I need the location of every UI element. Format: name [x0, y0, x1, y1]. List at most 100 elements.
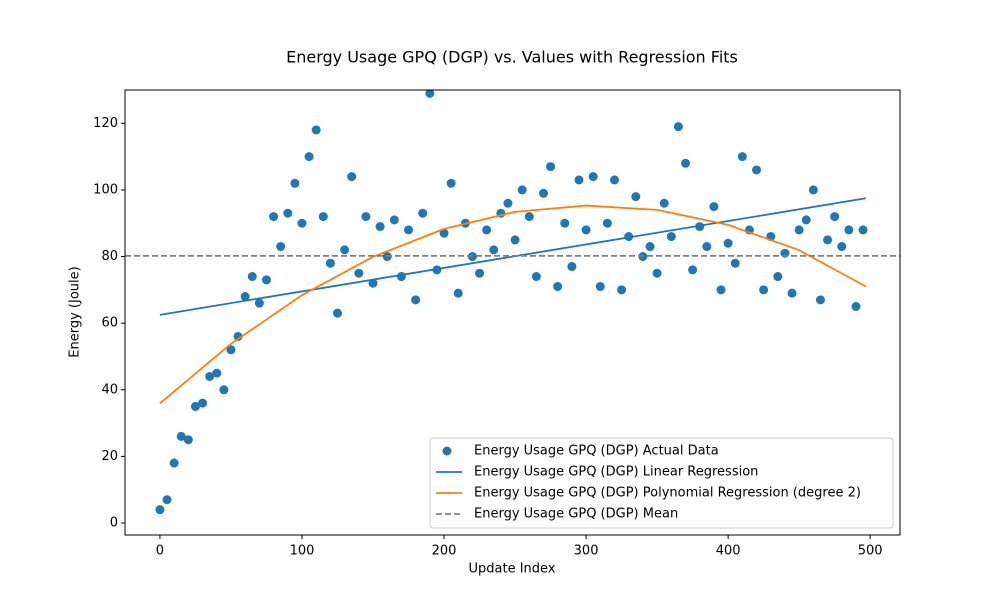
data-point [340, 245, 350, 255]
data-point [247, 272, 257, 282]
x-axis-label: Update Index [468, 562, 555, 577]
data-point [198, 398, 208, 408]
data-point [361, 212, 371, 222]
data-point [595, 282, 605, 292]
y-tick-label: 20 [101, 449, 118, 464]
data-point [205, 371, 215, 381]
data-point [808, 185, 818, 195]
data-point [787, 288, 797, 298]
data-point [723, 238, 733, 248]
data-point [759, 285, 769, 295]
data-point [375, 222, 385, 232]
x-tick-label: 0 [156, 544, 164, 559]
data-point [517, 185, 527, 195]
data-point [311, 125, 321, 135]
data-point [546, 162, 556, 172]
data-point [588, 172, 598, 182]
data-point [858, 225, 868, 235]
data-point [155, 505, 165, 515]
data-point [581, 225, 591, 235]
data-point [368, 278, 378, 288]
data-point [510, 235, 520, 245]
data-point [489, 245, 499, 255]
axes-frame [124, 89, 901, 536]
data-point [531, 272, 541, 282]
data-point [851, 302, 861, 312]
data-point [176, 431, 186, 441]
data-point [297, 218, 307, 228]
data-point [773, 272, 783, 282]
data-point [503, 198, 513, 208]
data-point [737, 152, 747, 162]
data-point [219, 385, 229, 395]
regression-line [159, 204, 867, 405]
data-point [162, 495, 172, 505]
data-point [652, 268, 662, 278]
data-point [404, 225, 414, 235]
data-point [801, 215, 811, 225]
data-point [418, 208, 428, 218]
legend-label: Energy Usage GPQ (DGP) Mean [474, 507, 678, 522]
data-point [482, 225, 492, 235]
data-point [681, 158, 691, 168]
data-point [439, 228, 449, 238]
data-point [524, 212, 534, 222]
data-point [609, 175, 619, 185]
y-axis-label: Energy (Joule) [68, 266, 83, 357]
data-point [702, 242, 712, 252]
data-point [830, 212, 840, 222]
data-point [730, 258, 740, 268]
data-point [212, 368, 222, 378]
data-point [844, 225, 854, 235]
data-point [396, 272, 406, 282]
y-tick-label: 0 [110, 516, 118, 531]
data-point [752, 165, 762, 175]
data-point [347, 172, 357, 182]
data-point [709, 202, 719, 212]
data-point [354, 268, 364, 278]
data-point [602, 218, 612, 228]
data-point [318, 212, 328, 222]
data-point [226, 345, 236, 355]
data-point [560, 218, 570, 228]
data-point [425, 90, 435, 98]
data-point [815, 295, 825, 305]
data-point [269, 212, 279, 222]
data-point [553, 282, 563, 292]
legend-marker [442, 446, 452, 456]
y-tick-label: 120 [93, 116, 118, 131]
data-point [446, 178, 456, 188]
data-point [688, 265, 698, 275]
data-point [261, 275, 271, 285]
data-point [325, 258, 335, 268]
legend-label: Energy Usage GPQ (DGP) Linear Regression [474, 465, 758, 480]
data-point [794, 225, 804, 235]
data-point [617, 285, 627, 295]
x-tick-label: 200 [432, 544, 457, 559]
data-point [183, 435, 193, 445]
y-tick-label: 40 [101, 382, 118, 397]
data-point [411, 295, 421, 305]
data-point [283, 208, 293, 218]
y-tick-label: 60 [101, 316, 118, 331]
data-point [823, 235, 833, 245]
data-point [190, 401, 200, 411]
y-tick-label: 100 [93, 182, 118, 197]
legend-box [429, 437, 894, 529]
data-point [645, 242, 655, 252]
data-point [631, 192, 641, 202]
chart-title: Energy Usage GPQ (DGP) vs. Values with R… [286, 48, 738, 67]
x-tick-label: 100 [290, 544, 315, 559]
x-tick-label: 500 [858, 544, 883, 559]
data-point [837, 242, 847, 252]
y-tick-label: 80 [101, 249, 118, 264]
data-point [567, 262, 577, 272]
x-tick-label: 400 [716, 544, 741, 559]
data-point [240, 292, 250, 302]
data-point [169, 458, 179, 468]
data-point [453, 288, 463, 298]
legend-label: Energy Usage GPQ (DGP) Polynomial Regres… [474, 486, 861, 501]
data-point [304, 152, 314, 162]
data-point [538, 188, 548, 198]
data-point [574, 175, 584, 185]
